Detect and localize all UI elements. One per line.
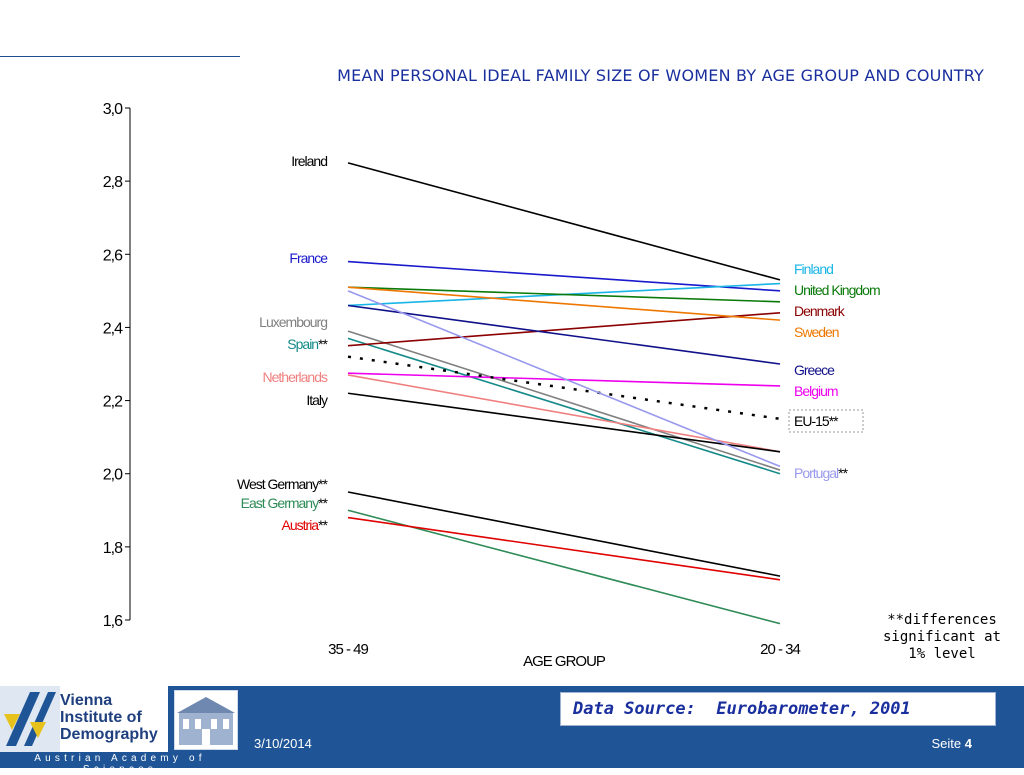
footer: Vienna Institute of Demography Austrian …: [0, 686, 1024, 775]
logo-line-3: Demography: [60, 726, 158, 743]
chart-title: MEAN PERSONAL IDEAL FAMILY SIZE OF WOMEN…: [337, 66, 984, 85]
series-line-west-germany: [347, 491, 781, 577]
y-tick-label: 2,0: [103, 467, 123, 484]
label-layer: Ireland France Luxembourg Spain** Netherland…: [237, 153, 881, 533]
series-line-east-germany: [347, 509, 781, 625]
series-label-greece: Greece: [794, 362, 835, 378]
series-line-netherlands: [347, 374, 781, 453]
series-label-ireland: Ireland: [291, 153, 327, 169]
y-tick-label: 1,8: [103, 540, 123, 557]
page-number: 4: [964, 736, 972, 751]
significance-note: **differences significant at 1% level: [882, 612, 1001, 662]
series-line-italy: [347, 392, 781, 453]
series-line-ireland: [347, 162, 781, 281]
logo-line-2: Institute of: [60, 709, 142, 726]
series-line-austria: [347, 516, 781, 581]
series-label-france: France: [289, 250, 328, 266]
logo-subtitle: Austrian Academy of Sciences: [34, 753, 206, 775]
building-icon: [174, 690, 238, 750]
page-label: Seite: [931, 736, 962, 751]
y-tick-label: 2,2: [103, 394, 123, 411]
series-line-greece: [347, 304, 781, 365]
series-label-denmark: Denmark: [794, 303, 846, 319]
x-tick-label: 20 - 34: [760, 641, 800, 658]
series-label-eu-15: EU-15**: [794, 413, 839, 429]
series-label-belgium: Belgium: [794, 383, 838, 399]
logo-subtitle-bar: [0, 752, 240, 768]
series-label-italy: Italy: [306, 392, 328, 408]
series-label-spain: Spain**: [287, 336, 328, 352]
series-label-finland: Finland: [794, 261, 833, 277]
series-line-spain: [347, 337, 781, 475]
series-label-sweden: Sweden: [794, 324, 839, 340]
eu15-label-box: [788, 409, 864, 433]
series-label-portugal: Portugal**: [794, 465, 849, 481]
series-layer: [347, 162, 781, 625]
data-source-value: Eurobarometer, 2001: [716, 699, 911, 719]
line-chart: 3,0 2,8 2,6 2,4 2,2 2,0 1,8 1,6 35 - 49 20 - 34 AG…: [103, 101, 881, 670]
series-label-austria: Austria**: [282, 517, 329, 533]
series-line-united-kingdom: [347, 286, 781, 303]
series-label-luxembourg: Luxembourg: [259, 314, 327, 330]
top-rule: [0, 56, 240, 57]
page-indicator: Seite 4: [932, 736, 973, 751]
series-line-portugal: [347, 290, 781, 468]
series-label-east-germany: East Germany**: [241, 495, 329, 511]
series-line-france: [347, 260, 781, 292]
y-tick-label: 1,6: [103, 613, 123, 630]
slide-date: 3/10/2014: [254, 736, 312, 751]
data-source-box: Data Source: Eurobarometer, 2001: [560, 692, 996, 726]
series-line-belgium: [347, 372, 781, 387]
y-tick-label: 2,4: [103, 320, 123, 337]
x-tick-label: 35 - 49: [328, 641, 368, 658]
logo-graphic-icon: [0, 686, 60, 752]
series-line-sweden: [347, 286, 781, 321]
x-axis-label: AGE GROUP: [523, 653, 606, 670]
series-line-denmark: [347, 312, 781, 347]
logo-text: Vienna Institute of Demography: [60, 692, 158, 743]
series-line-luxembourg: [347, 330, 781, 471]
series-label-netherlands: Netherlands: [263, 369, 328, 385]
y-tick-label: 3,0: [103, 101, 123, 118]
series-line-eu-15: [347, 355, 781, 421]
series-label-west-germany: West Germany**: [237, 476, 329, 492]
y-tick-label: 2,6: [103, 247, 123, 264]
logo-line-1: Vienna: [60, 692, 113, 709]
y-tick-label: 2,8: [103, 174, 123, 191]
axis-layer: 3,0 2,8 2,6 2,4 2,2 2,0 1,8 1,6 35 - 49 20 - 34 AG…: [103, 101, 802, 670]
data-source-label: Data Source:: [573, 699, 696, 719]
series-label-united-kingdom: United Kingdom: [794, 282, 880, 298]
